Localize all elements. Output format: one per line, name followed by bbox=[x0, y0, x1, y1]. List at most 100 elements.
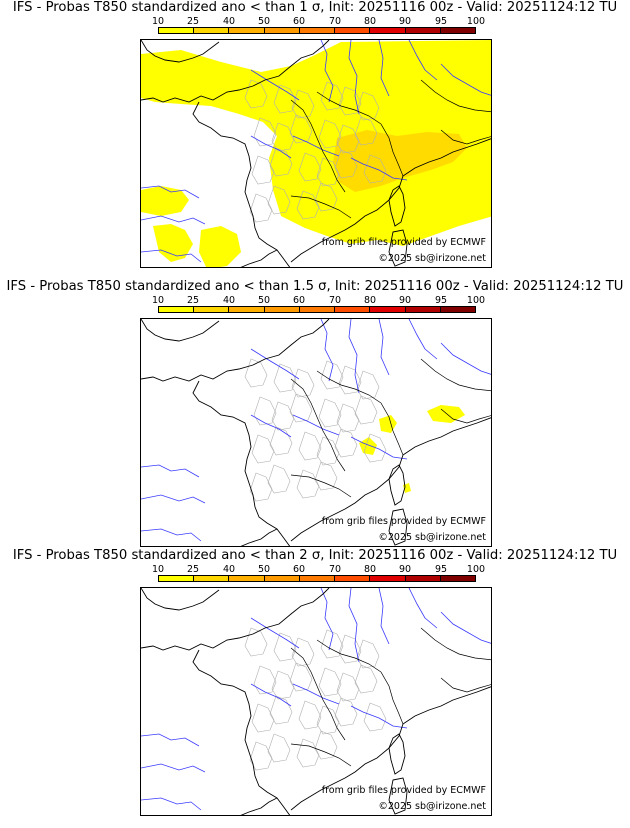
river-line bbox=[408, 588, 438, 629]
coastline bbox=[290, 454, 404, 542]
coastline bbox=[290, 723, 404, 811]
admin-region bbox=[289, 662, 313, 692]
colorbar-tick-label: 95 bbox=[434, 564, 448, 575]
admin-region bbox=[296, 190, 320, 220]
river-line bbox=[378, 588, 390, 645]
admin-region bbox=[271, 401, 295, 431]
admin-region bbox=[318, 119, 342, 149]
basemap bbox=[141, 588, 491, 815]
colorbar-tick-label: 50 bbox=[257, 295, 271, 306]
colorbar-tick-label: 95 bbox=[434, 16, 448, 27]
river-line bbox=[440, 611, 491, 644]
colorbar-swatch bbox=[264, 307, 300, 312]
river-line bbox=[292, 683, 340, 705]
colorbar-tick-label: 60 bbox=[292, 16, 306, 27]
colorbar-swatch bbox=[159, 576, 195, 581]
colorbar-swatch bbox=[405, 28, 441, 33]
colorbar-tick-label: 50 bbox=[257, 564, 271, 575]
river-line bbox=[141, 733, 200, 747]
river-line bbox=[348, 40, 360, 115]
forecast-map: from grib files provided by ECMWF ©2025 … bbox=[140, 587, 492, 816]
coastline bbox=[141, 40, 330, 103]
river-line bbox=[141, 185, 200, 199]
admin-region bbox=[356, 91, 380, 121]
river-line bbox=[250, 69, 300, 101]
coastline bbox=[240, 797, 278, 815]
admin-region bbox=[253, 665, 277, 695]
border-line bbox=[420, 358, 491, 392]
colorbar-swatch bbox=[264, 28, 300, 33]
grib-credit: from grib files provided by ECMWF bbox=[321, 516, 486, 527]
coastline bbox=[141, 319, 220, 342]
coastline bbox=[240, 249, 278, 267]
colorbar-swatch bbox=[229, 28, 265, 33]
colorbar-legend: 10 25 40 50 60 70 80 90 95 100 bbox=[152, 564, 485, 583]
admin-region bbox=[334, 428, 358, 458]
colorbar-tick-label: 60 bbox=[292, 564, 306, 575]
river-line bbox=[141, 249, 202, 263]
admin-region bbox=[271, 670, 295, 700]
river-line bbox=[378, 319, 390, 376]
colorbar-tick-label: 10 bbox=[151, 16, 165, 27]
colorbar-tick-label: 100 bbox=[466, 564, 486, 575]
border-line bbox=[420, 627, 491, 661]
admin-boundaries bbox=[244, 627, 387, 771]
map-panel-3: IFS - Probas T850 standardized ano < tha… bbox=[0, 548, 630, 816]
colorbar-tick-label: 40 bbox=[222, 295, 236, 306]
island-outline bbox=[388, 777, 408, 815]
admin-region bbox=[251, 703, 275, 733]
river-line bbox=[440, 63, 491, 96]
colorbar-swatch bbox=[370, 28, 406, 33]
admin-region bbox=[354, 664, 378, 694]
colorbar-swatch bbox=[194, 576, 230, 581]
admin-region bbox=[289, 393, 313, 423]
coastline bbox=[192, 101, 291, 267]
river-line bbox=[141, 215, 206, 225]
river-line bbox=[320, 588, 334, 651]
admin-region bbox=[251, 434, 275, 464]
river-line bbox=[250, 683, 292, 707]
river-line bbox=[292, 135, 340, 157]
admin-region bbox=[320, 360, 344, 390]
colorbar-swatch bbox=[370, 307, 406, 312]
admin-region bbox=[336, 672, 360, 702]
colorbar-swatch bbox=[194, 28, 230, 33]
admin-region bbox=[244, 358, 268, 388]
admin-boundaries bbox=[244, 358, 387, 502]
admin-region bbox=[253, 396, 277, 426]
admin-region bbox=[289, 114, 313, 144]
admin-region bbox=[320, 629, 344, 659]
admin-region bbox=[269, 426, 293, 456]
admin-boundaries bbox=[244, 79, 387, 223]
colorbar-swatch bbox=[299, 576, 336, 581]
colorbar-swatch bbox=[440, 307, 475, 312]
colorbar-tick-label: 25 bbox=[186, 564, 200, 575]
colorbar-swatch bbox=[405, 307, 441, 312]
admin-region bbox=[334, 149, 358, 179]
border-line bbox=[290, 195, 352, 219]
colorbar-swatch bbox=[299, 28, 336, 33]
admin-region bbox=[244, 79, 268, 109]
river-line bbox=[141, 797, 202, 811]
river-line bbox=[320, 40, 334, 103]
probability-area-higher bbox=[333, 130, 467, 192]
probability-area bbox=[359, 437, 377, 455]
colorbar-swatch bbox=[335, 28, 371, 33]
coastline bbox=[141, 588, 330, 651]
probability-area bbox=[379, 415, 397, 433]
island-outline bbox=[388, 185, 406, 227]
border-line bbox=[440, 129, 491, 145]
colorbar-tick-label: 60 bbox=[292, 295, 306, 306]
river-line bbox=[141, 528, 202, 542]
colorbar-legend: 10 25 40 50 60 70 80 90 95 100 bbox=[152, 295, 485, 314]
coastline bbox=[141, 588, 220, 611]
copyright-credit: ©2025 sb@irizone.net bbox=[378, 253, 486, 264]
colorbar-tick-label: 70 bbox=[328, 564, 342, 575]
river-line bbox=[350, 157, 408, 181]
colorbar-swatch bbox=[335, 576, 371, 581]
admin-region bbox=[296, 469, 320, 499]
admin-region bbox=[296, 738, 320, 768]
colorbar-tick-label: 80 bbox=[363, 564, 377, 575]
coastline bbox=[141, 40, 220, 63]
admin-region bbox=[336, 124, 360, 154]
